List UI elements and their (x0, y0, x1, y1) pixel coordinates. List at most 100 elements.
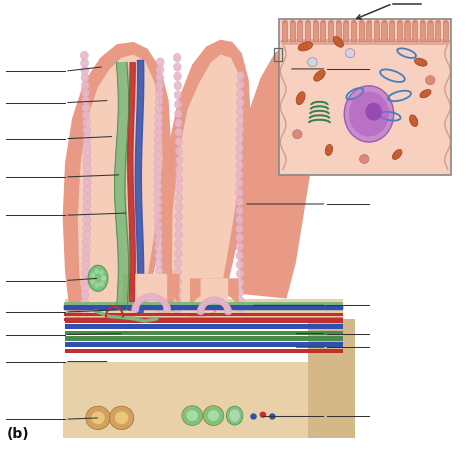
Ellipse shape (199, 303, 206, 309)
Ellipse shape (236, 242, 244, 251)
Circle shape (346, 48, 355, 58)
Ellipse shape (91, 279, 95, 284)
Ellipse shape (420, 20, 425, 23)
Bar (65, 324, 343, 329)
Ellipse shape (173, 305, 181, 314)
Ellipse shape (99, 270, 104, 275)
Ellipse shape (174, 91, 182, 99)
Ellipse shape (154, 151, 162, 159)
Bar (336, 22, 341, 41)
Bar (65, 324, 343, 329)
Circle shape (269, 413, 276, 419)
Ellipse shape (132, 307, 139, 313)
Ellipse shape (82, 268, 90, 277)
Ellipse shape (82, 81, 90, 90)
Ellipse shape (83, 186, 91, 194)
Ellipse shape (80, 51, 88, 60)
Ellipse shape (156, 305, 164, 314)
Ellipse shape (82, 104, 90, 112)
Ellipse shape (155, 96, 163, 105)
Polygon shape (65, 317, 343, 318)
Circle shape (109, 406, 134, 429)
Ellipse shape (144, 294, 150, 301)
Ellipse shape (81, 73, 89, 82)
Ellipse shape (141, 295, 147, 302)
Ellipse shape (224, 309, 232, 315)
Bar (297, 22, 302, 41)
Ellipse shape (236, 135, 244, 143)
Ellipse shape (443, 20, 448, 23)
Ellipse shape (236, 188, 243, 197)
Ellipse shape (154, 143, 162, 152)
Ellipse shape (136, 298, 143, 304)
Ellipse shape (333, 37, 344, 47)
Ellipse shape (236, 144, 243, 152)
Ellipse shape (392, 149, 402, 159)
Ellipse shape (155, 81, 164, 90)
Ellipse shape (155, 104, 163, 113)
Ellipse shape (156, 58, 164, 67)
Ellipse shape (205, 298, 211, 305)
Ellipse shape (374, 20, 380, 23)
Ellipse shape (173, 296, 181, 305)
Ellipse shape (359, 20, 364, 23)
Ellipse shape (390, 20, 395, 23)
Ellipse shape (236, 116, 244, 125)
Ellipse shape (174, 100, 182, 109)
Ellipse shape (414, 58, 427, 66)
Circle shape (115, 411, 128, 424)
Ellipse shape (175, 137, 182, 146)
Ellipse shape (174, 72, 182, 81)
Ellipse shape (197, 309, 204, 315)
Bar (290, 22, 295, 41)
Ellipse shape (155, 120, 163, 128)
Ellipse shape (81, 283, 89, 292)
Ellipse shape (173, 53, 181, 62)
Bar (65, 348, 343, 353)
Ellipse shape (175, 240, 182, 249)
Ellipse shape (156, 298, 164, 306)
Ellipse shape (236, 251, 244, 260)
Ellipse shape (344, 20, 349, 23)
Bar (65, 348, 343, 353)
Ellipse shape (198, 305, 205, 311)
Bar (412, 22, 417, 41)
Ellipse shape (155, 112, 163, 120)
Ellipse shape (81, 290, 89, 299)
Ellipse shape (83, 156, 91, 164)
Ellipse shape (410, 115, 418, 126)
Ellipse shape (222, 303, 230, 309)
Ellipse shape (83, 141, 91, 149)
Polygon shape (161, 40, 251, 317)
Bar (358, 22, 364, 41)
Ellipse shape (146, 294, 153, 301)
Ellipse shape (314, 70, 325, 81)
Circle shape (182, 406, 202, 425)
Polygon shape (65, 299, 343, 318)
Ellipse shape (174, 278, 182, 286)
Ellipse shape (283, 20, 288, 23)
Ellipse shape (155, 89, 164, 97)
Ellipse shape (174, 259, 182, 267)
Circle shape (203, 406, 224, 425)
Ellipse shape (174, 82, 182, 90)
Bar (279, 19, 451, 175)
Ellipse shape (82, 111, 90, 120)
Ellipse shape (82, 275, 90, 284)
Circle shape (86, 406, 110, 429)
Ellipse shape (412, 20, 418, 23)
Ellipse shape (174, 268, 182, 277)
Ellipse shape (83, 216, 91, 224)
Ellipse shape (203, 299, 210, 306)
Ellipse shape (154, 189, 162, 198)
Ellipse shape (174, 110, 182, 118)
Bar (65, 342, 343, 347)
Ellipse shape (132, 304, 139, 310)
Ellipse shape (344, 86, 394, 142)
Ellipse shape (154, 205, 162, 213)
Ellipse shape (212, 297, 219, 304)
Ellipse shape (155, 275, 164, 283)
Ellipse shape (82, 119, 91, 127)
Ellipse shape (101, 275, 106, 281)
Ellipse shape (154, 182, 162, 190)
